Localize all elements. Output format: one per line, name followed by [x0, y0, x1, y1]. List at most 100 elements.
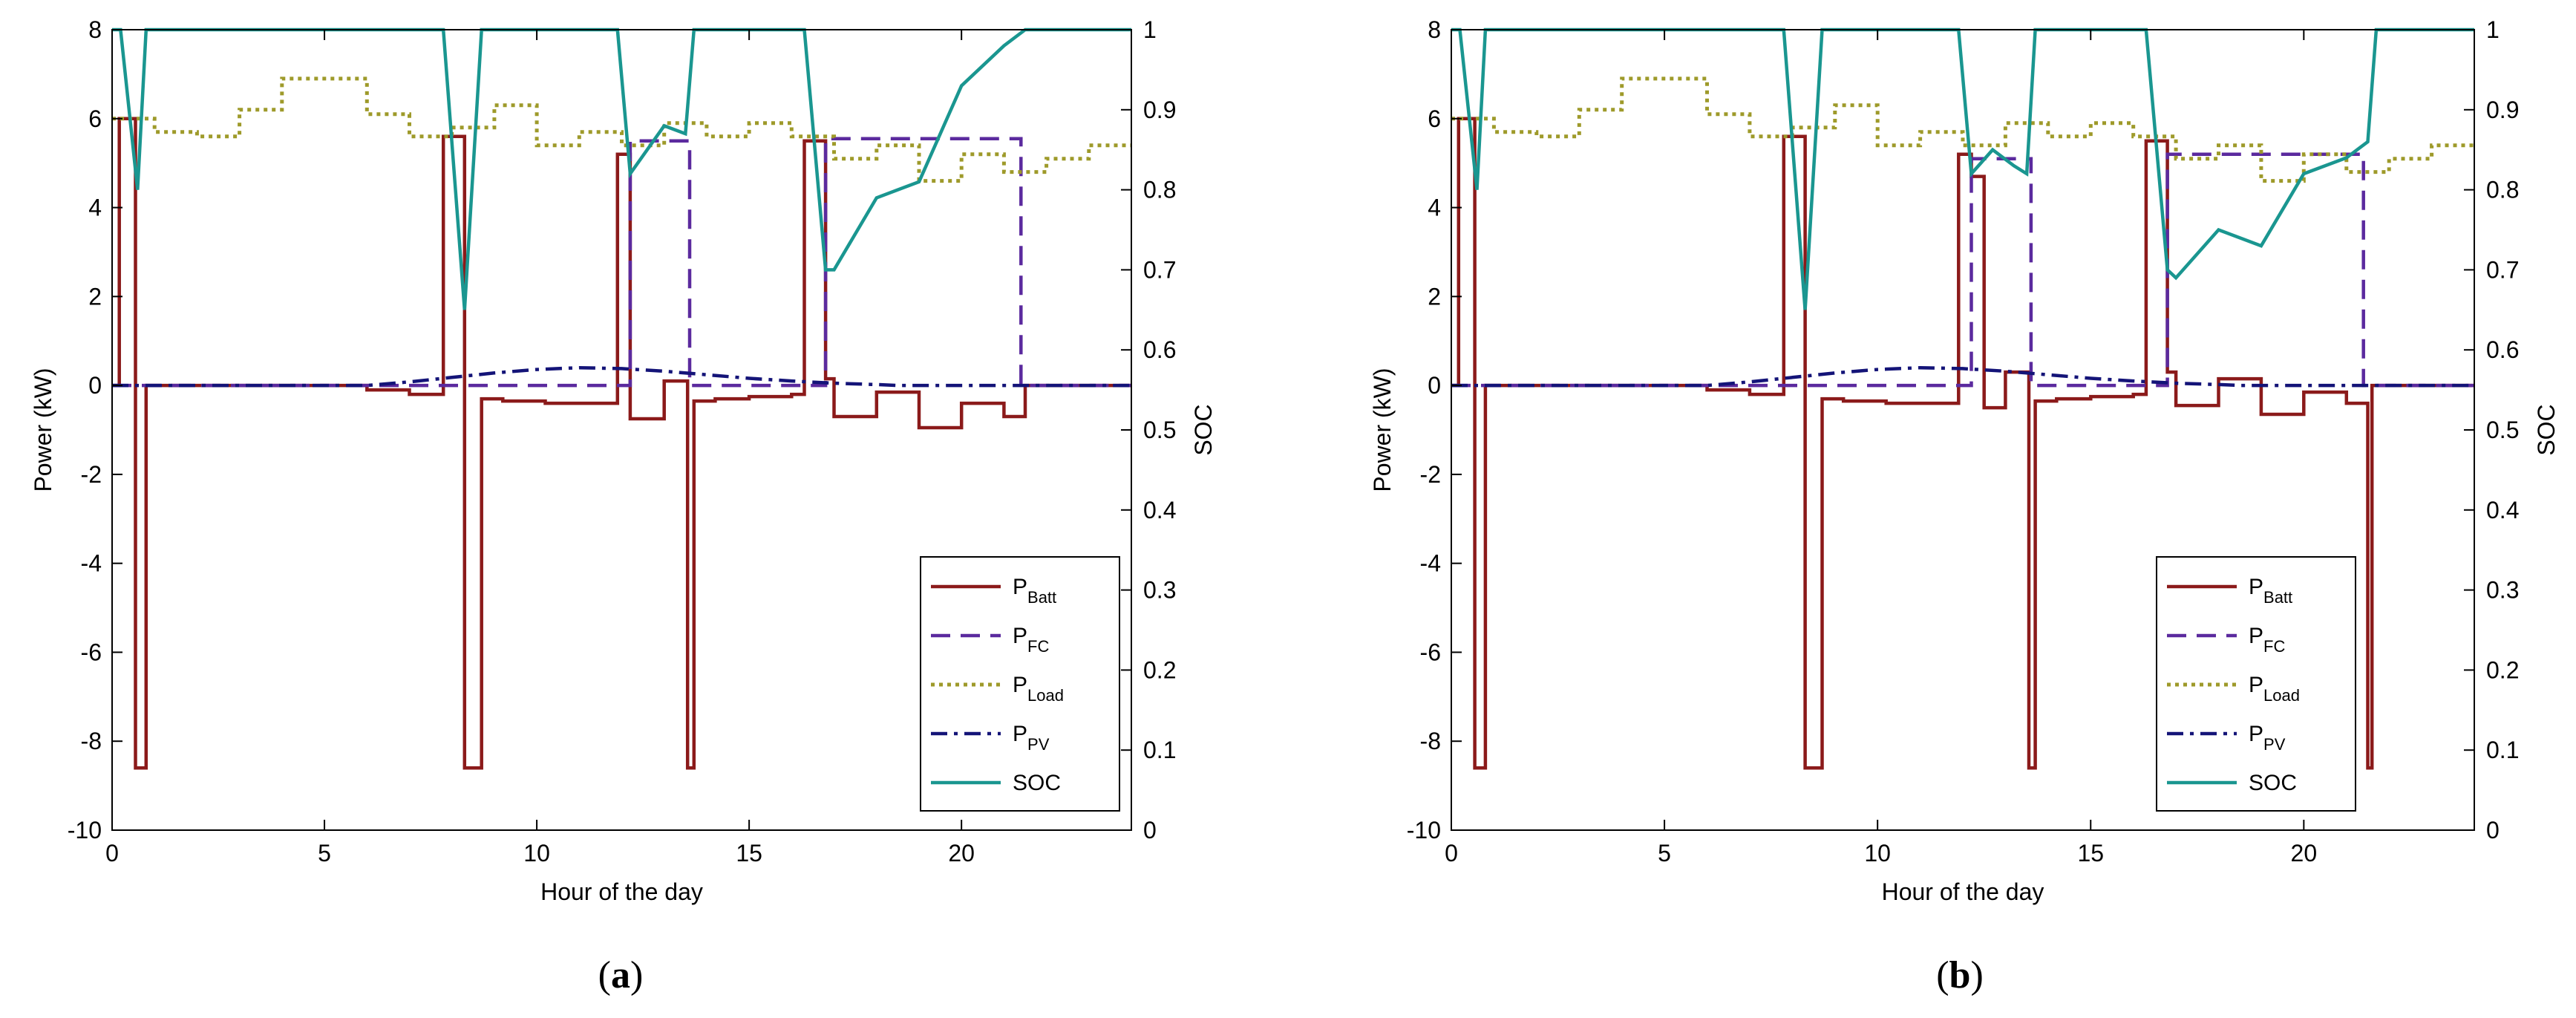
- y-axis-label: Power (kW): [1369, 368, 1396, 492]
- caption-letter: b: [1949, 954, 1971, 996]
- x-axis-label: Hour of the day: [540, 878, 703, 905]
- y-tick-label: 2: [88, 283, 102, 310]
- legend-box: [920, 556, 1120, 812]
- legend-label-pv: PPV: [2249, 722, 2286, 754]
- y-tick-label: 8: [1428, 16, 1441, 43]
- y2-tick-label: 0.4: [1143, 497, 1176, 523]
- x-tick-label: 0: [1445, 840, 1458, 867]
- y2-axis-label: SOC: [1190, 404, 1217, 455]
- y-tick-label: 4: [1428, 195, 1441, 221]
- series-line-load: [1451, 76, 2474, 183]
- y2-tick-label: 0.3: [1143, 577, 1176, 604]
- legend-label-fc: PFC: [2249, 624, 2285, 656]
- y2-tick-label: 0: [1143, 817, 1157, 844]
- y-tick-label: -6: [1420, 639, 1441, 665]
- panel-caption: (b): [1936, 954, 1984, 996]
- y-tick-label: -4: [1420, 550, 1441, 577]
- x-tick-label: 15: [736, 840, 762, 867]
- legend-label-load: PLoad: [1013, 673, 1064, 705]
- y-tick-label: 8: [88, 16, 102, 43]
- legend-label-main: P: [2249, 575, 2263, 599]
- x-tick-label: 5: [1658, 840, 1671, 867]
- legend-label-main: P: [1013, 575, 1027, 599]
- y2-tick-label: 0.2: [2486, 656, 2519, 683]
- legend-label-fc: PFC: [1013, 624, 1049, 656]
- legend-label-main: P: [1013, 722, 1027, 746]
- legend-label-soc: SOC: [1013, 771, 1061, 795]
- y2-tick-label: 0.9: [2486, 97, 2519, 123]
- series-line-fc: [1451, 152, 2474, 388]
- legend-label-sub: Load: [2263, 686, 2300, 705]
- y2-tick-label: 0.5: [2486, 417, 2519, 443]
- y-tick-label: 0: [88, 372, 102, 399]
- x-tick-label: 5: [318, 840, 331, 867]
- series-line-pv: [1451, 365, 2474, 388]
- y2-tick-label: 0.1: [2486, 737, 2519, 763]
- legend-label-main: P: [2249, 624, 2263, 648]
- caption-open-paren: (: [1936, 954, 1949, 996]
- y2-tick-label: 0.7: [1143, 256, 1176, 283]
- legend-label-load: PLoad: [2249, 673, 2300, 705]
- legend-label-pv: PPV: [1013, 722, 1050, 754]
- caption-open-paren: (: [598, 954, 611, 996]
- legend-label-main: SOC: [2249, 771, 2297, 795]
- y-tick-label: -10: [1407, 817, 1441, 844]
- y-tick-label: 6: [88, 105, 102, 132]
- y-tick-label: -8: [1420, 728, 1441, 754]
- x-tick-label: 10: [1864, 840, 1891, 867]
- legend-label-sub: Load: [1027, 686, 1064, 705]
- legend-label-sub: FC: [2263, 637, 2285, 656]
- y-tick-label: 0: [1428, 372, 1441, 399]
- legend-label-main: SOC: [1013, 771, 1061, 795]
- x-tick-label: 10: [523, 840, 550, 867]
- y2-tick-label: 0.1: [1143, 737, 1176, 763]
- legend-label-main: P: [2249, 673, 2263, 697]
- y2-tick-label: 0.5: [1143, 417, 1176, 443]
- y2-tick-label: 0.3: [2486, 577, 2519, 604]
- y2-tick-label: 0.9: [1143, 97, 1176, 123]
- x-tick-label: 0: [105, 840, 119, 867]
- y2-tick-label: 0.2: [1143, 656, 1176, 683]
- series-line-load: [112, 76, 1131, 183]
- series-line-fc: [112, 137, 1131, 388]
- y-tick-label: -4: [81, 550, 102, 577]
- y-tick-label: -2: [81, 461, 102, 488]
- legend-label-soc: SOC: [2249, 771, 2297, 795]
- legend-label-sub: FC: [1027, 637, 1049, 656]
- chart-panel-a: 0 5 10 15 20 -10 -8 -6 -4 -2 0 2 4 6 8 0 0.1 0.2 0.3 0.4 0.5…: [30, 16, 1217, 996]
- panel-caption: (a): [598, 954, 644, 996]
- caption-letter: a: [611, 954, 630, 996]
- y2-tick-label: 0: [2486, 817, 2500, 844]
- caption-close-paren: ): [1970, 954, 1983, 996]
- series-line-batt: [1451, 117, 2474, 770]
- legend-label-main: P: [1013, 673, 1027, 697]
- legend-label-batt: PBatt: [2249, 575, 2292, 607]
- y-tick-label: 4: [88, 195, 102, 221]
- x-tick-label: 15: [2077, 840, 2104, 867]
- chart-panel-b: 0 5 10 15 20 -10 -8 -6 -4 -2 0 2 4 6 8 0 0.1 0.2 0.3 0.4 0.5…: [1369, 16, 2560, 996]
- legend-label-main: P: [2249, 722, 2263, 746]
- x-axis-label: Hour of the day: [1882, 878, 2044, 905]
- y-tick-label: -8: [81, 728, 102, 754]
- y-tick-label: -10: [68, 817, 102, 844]
- y2-tick-label: 0.8: [2486, 177, 2519, 203]
- legend-label-sub: Batt: [2263, 588, 2292, 607]
- legend-label-main: P: [1013, 624, 1027, 648]
- series-line-batt: [112, 117, 1131, 770]
- legend-box: [2156, 556, 2356, 812]
- legend-label-sub: Batt: [1027, 588, 1056, 607]
- y-tick-label: -2: [1420, 461, 1441, 488]
- y2-tick-label: 0.6: [1143, 336, 1176, 363]
- legend-label-sub: PV: [2263, 735, 2286, 754]
- x-tick-label: 20: [948, 840, 975, 867]
- y2-tick-label: 1: [2486, 16, 2500, 43]
- y2-tick-label: 0.8: [1143, 177, 1176, 203]
- y2-tick-label: 0.6: [2486, 336, 2519, 363]
- legend-label-sub: PV: [1027, 735, 1050, 754]
- legend-label-batt: PBatt: [1013, 575, 1056, 607]
- series-line-pv: [112, 365, 1131, 388]
- y-axis-label: Power (kW): [30, 368, 56, 492]
